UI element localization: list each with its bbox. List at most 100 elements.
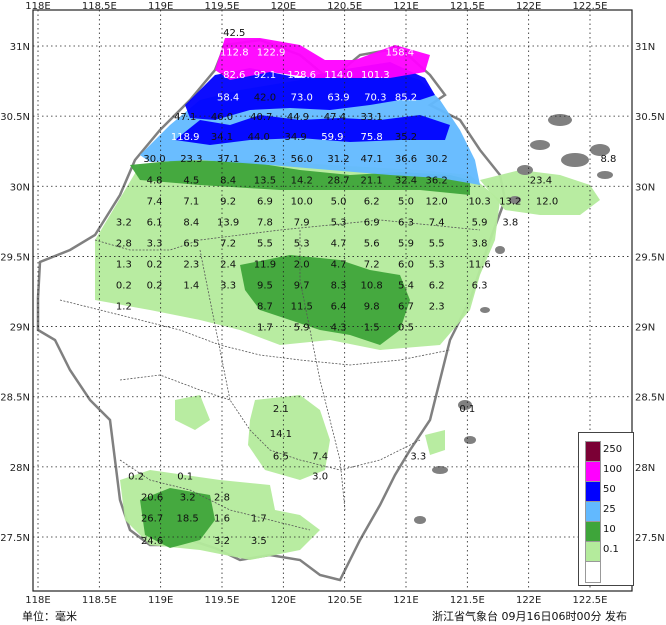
- lat-tick-label-left: 28N: [10, 463, 30, 474]
- station-value: 56.0: [291, 154, 313, 165]
- station-value: 3.2: [180, 492, 196, 503]
- station-value: 7.4: [312, 452, 328, 463]
- legend-swatch: [585, 521, 601, 543]
- station-value: 8.3: [331, 280, 347, 291]
- station-value: 8.8: [600, 154, 616, 165]
- station-value: 6.0: [398, 259, 414, 270]
- station-value: 5.5: [429, 238, 445, 249]
- station-value: 6.5: [273, 452, 289, 463]
- station-value: 34.1: [211, 132, 233, 143]
- station-value: 112.8: [220, 48, 249, 59]
- station-value: 14.2: [291, 175, 313, 186]
- rain-area-moderate-south: [140, 488, 215, 548]
- station-value: 1.7: [257, 323, 273, 334]
- legend-row: [585, 561, 629, 583]
- lat-tick-label-right: 27.5N: [635, 533, 665, 544]
- lat-tick-label-right: 29N: [635, 323, 655, 334]
- station-value: 32.4: [395, 175, 417, 186]
- station-value: 33.1: [361, 112, 383, 123]
- station-value: 13.2: [499, 196, 521, 207]
- lon-tick-label-bottom: 122E: [516, 595, 541, 606]
- station-value: 3.5: [251, 536, 267, 547]
- station-value: 6.5: [183, 238, 199, 249]
- station-value: 0.2: [128, 471, 144, 482]
- lat-tick-label-right: 29.5N: [635, 252, 665, 263]
- station-value: 6.9: [364, 217, 380, 228]
- station-value: 36.2: [426, 175, 448, 186]
- legend-swatch: [585, 441, 601, 463]
- lat-tick-label-right: 30N: [635, 182, 655, 193]
- station-value: 59.9: [321, 132, 343, 143]
- station-value: 44.0: [248, 132, 270, 143]
- lat-tick-label-left: 28.5N: [0, 393, 30, 404]
- county-border: [299, 230, 346, 511]
- station-value: 3.2: [116, 217, 132, 228]
- legend-row: 25: [585, 501, 629, 523]
- unit-label: 单位：毫米: [22, 610, 77, 623]
- station-value: 75.8: [361, 132, 383, 143]
- island: [480, 307, 490, 313]
- station-value: 47.1: [174, 112, 196, 123]
- lon-tick-label-top: 121E: [393, 1, 418, 12]
- legend-swatch: [585, 541, 601, 563]
- station-value: 5.3: [429, 259, 445, 270]
- station-value: 5.9: [398, 238, 414, 249]
- lon-tick-label-bottom: 120.5E: [327, 595, 362, 606]
- station-value: 0.1: [459, 404, 475, 415]
- legend-label: 25: [603, 504, 616, 515]
- station-value: 8.7: [257, 302, 273, 313]
- station-value: 0.2: [116, 280, 132, 291]
- island: [597, 171, 613, 179]
- rain-area-light-east-coast: [425, 430, 445, 455]
- lon-tick-label-bottom: 122.5E: [573, 595, 608, 606]
- legend-label: 0.1: [603, 544, 619, 555]
- station-value: 11.9: [254, 259, 276, 270]
- station-value: 0.5: [398, 323, 414, 334]
- station-value: 8.4: [183, 217, 199, 228]
- island: [509, 196, 521, 204]
- lat-tick-label-left: 29.5N: [0, 252, 30, 263]
- station-value: 5.3: [331, 217, 347, 228]
- station-value: 20.6: [141, 492, 163, 503]
- legend-swatch: [585, 461, 601, 483]
- station-value: 26.7: [141, 513, 163, 524]
- station-value: 8.4: [220, 175, 236, 186]
- station-value: 3.3: [220, 280, 236, 291]
- station-value: 40.7: [250, 112, 272, 123]
- station-value: 4.7: [331, 238, 347, 249]
- lat-tick-label-right: 31N: [635, 42, 655, 53]
- lon-tick-label-bottom: 119E: [148, 595, 173, 606]
- lon-tick-label-top: 118.5E: [82, 1, 117, 12]
- station-value: 44.9: [287, 112, 309, 123]
- island: [464, 436, 476, 444]
- legend-row: 250: [585, 441, 629, 463]
- legend-swatch: [585, 501, 601, 523]
- rain-area-light-south-2: [248, 395, 330, 480]
- station-value: 9.5: [257, 280, 273, 291]
- station-value: 6.9: [257, 196, 273, 207]
- lon-tick-label-top: 119E: [148, 1, 173, 12]
- station-value: 5.0: [398, 196, 414, 207]
- lat-tick-label-right: 28N: [635, 463, 655, 474]
- station-value: 11.6: [468, 259, 490, 270]
- station-value: 5.4: [398, 280, 414, 291]
- station-value: 36.6: [395, 154, 417, 165]
- lon-tick-label-top: 120.5E: [327, 1, 362, 12]
- station-value: 7.2: [220, 238, 236, 249]
- station-value: 6.4: [331, 302, 347, 313]
- station-value: 23.3: [180, 154, 202, 165]
- island: [458, 400, 472, 410]
- station-value: 4.3: [331, 323, 347, 334]
- station-value: 2.3: [429, 302, 445, 313]
- station-value: 1.6: [214, 513, 230, 524]
- lat-tick-label-left: 30.5N: [0, 112, 30, 123]
- station-value: 24.6: [141, 536, 163, 547]
- island: [432, 466, 448, 474]
- station-value: 5.5: [257, 238, 273, 249]
- station-value: 3.8: [502, 217, 518, 228]
- map-frame: [32, 9, 633, 592]
- station-value: 158.4: [386, 48, 415, 59]
- station-value: 5.9: [294, 323, 310, 334]
- station-value: 42.5: [223, 28, 245, 39]
- station-value: 6.3: [472, 280, 488, 291]
